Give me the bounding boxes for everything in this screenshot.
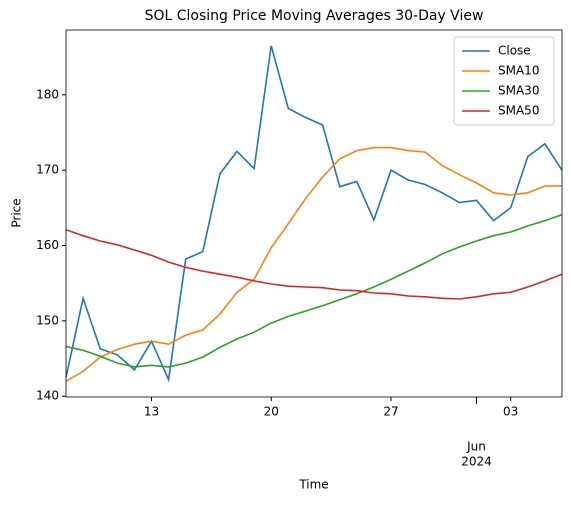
chart-title: SOL Closing Price Moving Averages 30-Day… [145, 8, 484, 24]
legend-box [453, 36, 555, 126]
line-series [66, 146, 562, 382]
x-tick-label: 03 [503, 405, 518, 419]
line-series [66, 213, 562, 368]
x-major-tick-label: Jun [466, 440, 486, 454]
x-tick-label: 20 [264, 405, 279, 419]
x-tick-label: 13 [144, 405, 159, 419]
y-axis-label: Price [10, 198, 24, 227]
plot-frame [65, 29, 563, 398]
plot [66, 45, 562, 383]
y-tick-label: 160 [36, 238, 59, 252]
y-tick-label: 140 [36, 389, 59, 403]
line-series [66, 228, 562, 300]
y-tick-label: 150 [36, 313, 59, 327]
x-axis-label: Time [298, 478, 328, 492]
x-major-tick-label: 2024 [461, 455, 492, 469]
legend-label: SMA10 [498, 64, 539, 78]
legend-label: Close [498, 44, 531, 58]
y-tick-label: 170 [36, 163, 59, 177]
y-tick-label: 180 [36, 87, 59, 101]
x-tick-label: 27 [383, 405, 398, 419]
legend-label: SMA30 [498, 84, 539, 98]
line-series [66, 45, 562, 383]
legend-label: SMA50 [498, 104, 539, 118]
